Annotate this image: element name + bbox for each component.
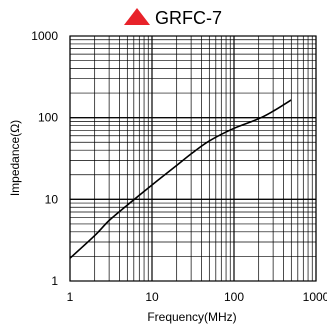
y-tick-label: 1: [51, 274, 58, 288]
title-triangle-marker: [124, 8, 150, 25]
x-tick-labels: 1 10 100 1000: [67, 290, 327, 304]
y-tick-label: 1000: [31, 29, 58, 43]
major-gridlines: [69, 35, 317, 282]
x-tick-label: 1: [67, 290, 74, 304]
series-group: [69, 99, 292, 259]
x-tick-label: 1000: [303, 290, 327, 304]
y-axis-label: Impedance(Ω): [8, 120, 22, 196]
minor-gridlines: [70, 36, 316, 281]
y-tick-label: 100: [38, 111, 58, 125]
x-tick-label: 10: [145, 290, 159, 304]
y-tick-labels: 1 10 100 1000: [31, 29, 58, 288]
x-tick-label: 100: [224, 290, 244, 304]
chart-title-group: GRFC-7: [124, 8, 222, 28]
y-tick-label: 10: [45, 192, 59, 206]
plot-frame: [69, 35, 317, 282]
x-axis-label: Frequency(MHz): [147, 310, 236, 324]
impedance-curve: [69, 99, 292, 259]
chart-title: GRFC-7: [155, 8, 222, 28]
